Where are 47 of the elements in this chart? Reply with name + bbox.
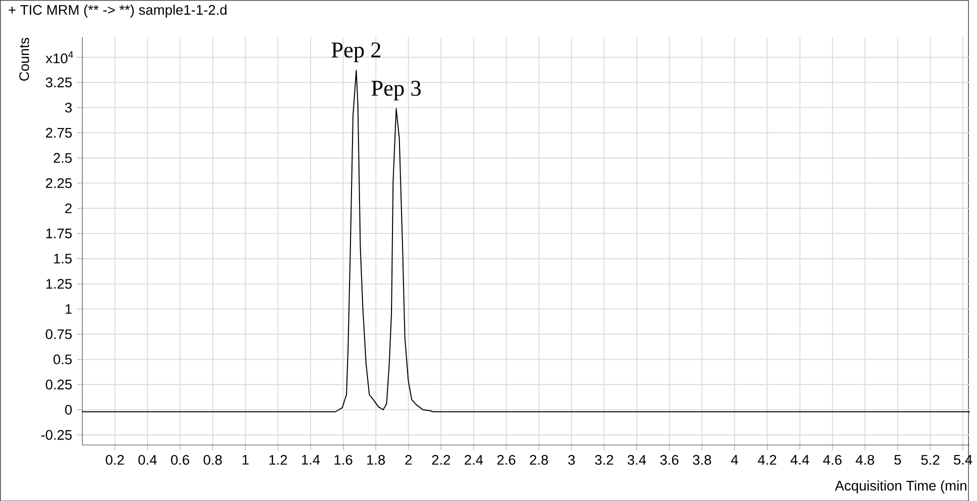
y-tick-label: 1.25 [46, 278, 72, 289]
x-tick-label: 3.6 [660, 454, 678, 465]
x-tick-label: 4.8 [856, 454, 874, 465]
x-tick-label: 1.8 [367, 454, 385, 465]
y-tick-label: 2 [65, 203, 72, 213]
x-tick-label: 1.2 [269, 454, 287, 464]
y-tick-label: 3.25 [46, 77, 72, 88]
y-tick-label: 2.25 [46, 178, 72, 188]
y-tick-label: 0.75 [46, 329, 72, 339]
x-tick-label: 1.4 [302, 454, 320, 464]
annotation: Pep 3 [372, 80, 421, 100]
x-tick-label: 4.4 [790, 454, 810, 464]
y-tick-label: 2.5 [54, 152, 72, 163]
y-tick-label: 1.75 [46, 228, 72, 238]
x-tick-label: 4.6 [823, 454, 842, 465]
x-tick-label: 2.6 [497, 454, 516, 465]
x-axis-title: Acquisition Time (min [834, 480, 966, 494]
x-tick-label: 0.6 [171, 454, 190, 465]
x-tick-label: 2 [405, 454, 412, 464]
y-tick-label: 3 [65, 102, 72, 112]
y-tick-label: 2.75 [46, 128, 72, 138]
x-tick-label: 3 [568, 454, 575, 465]
x-tick-label: 0.2 [106, 454, 124, 465]
x-tick-label: 0.4 [138, 454, 157, 465]
y-tick-label: 0 [65, 404, 72, 414]
x-tick-label: 1.6 [334, 454, 352, 465]
y-tick-label: -0.25 [41, 430, 72, 440]
y-tick-label: 0.5 [54, 354, 72, 364]
y-tick-label: 1 [66, 304, 72, 314]
x-tick-label: 5.2 [921, 454, 940, 465]
annotation: Pep 2 [332, 42, 380, 62]
x-tick-label: 4.2 [758, 454, 776, 464]
x-tick-label: 2.2 [432, 454, 450, 464]
x-tick-label: 3.8 [692, 454, 712, 465]
chart-title: + TIC MRM (** -> **) sample1-1-2.d [8, 4, 226, 18]
x-tick-label: 5 [894, 454, 901, 464]
x-tick-label: 2.4 [464, 454, 483, 464]
x-tick-label: 2.8 [530, 454, 548, 465]
y-tick-label: 1.5 [54, 254, 72, 264]
x-tick-label: 0.8 [204, 454, 222, 465]
x-tick-label: 1 [242, 454, 249, 464]
y-tick-label: 0.25 [46, 379, 72, 390]
x-tick-label: 3.4 [628, 454, 646, 465]
x-tick-label: 3.2 [595, 454, 614, 465]
x-tick-label: 4 [731, 454, 738, 464]
y-axis-title: Counts [19, 38, 30, 80]
text: x10$^{4}$ [46, 50, 74, 64]
